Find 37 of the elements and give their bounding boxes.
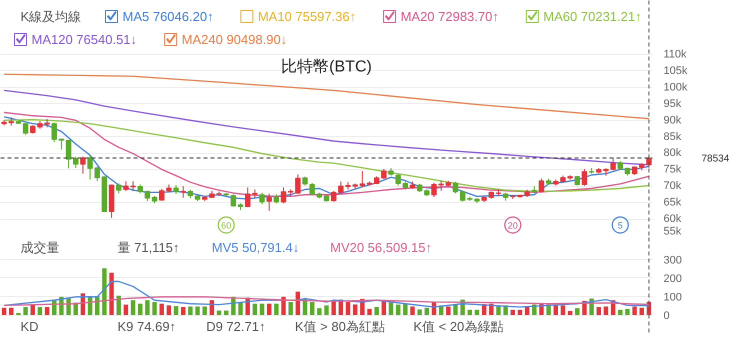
chart-title: 比特幣(BTC) [281, 58, 372, 76]
chart-title: 成交量 [20, 240, 60, 255]
y-tick-label: 70k [664, 180, 682, 192]
y-tick-label: 75k [664, 164, 682, 176]
text: MV5 50,791.4↓ [212, 240, 300, 255]
y-tick-label: 110k [664, 48, 688, 60]
legend-label: MA20 72983.70↑ [400, 9, 499, 24]
text: KD [20, 319, 39, 334]
legend-label: MA10 75597.36↑ [258, 9, 356, 24]
y-tick-label: 90k [664, 114, 682, 126]
text: K值 < 20為綠點 [413, 319, 504, 334]
y-tick-label: 0 [664, 310, 670, 322]
text: K9 74.69↑ [118, 319, 176, 334]
series-label: 5 [618, 220, 623, 230]
text: D9 72.71↑ [206, 319, 266, 334]
legend-label: MA120 76540.51↓ [32, 32, 138, 47]
text: MV20 56,509.15↑ [330, 240, 432, 255]
y-tick-label: 100 [664, 291, 682, 304]
y-tick-label: 65k [664, 196, 682, 209]
legend-label: MA240 90498.90↓ [182, 32, 288, 47]
y-tick-label: 105k [664, 64, 688, 77]
y-tick-label: 300 [664, 254, 682, 266]
y-tick-label: 85k [664, 130, 682, 143]
series-label: 60 [221, 220, 232, 230]
y-tick-label: 80k [664, 147, 682, 160]
legend-title: K線及均線 [20, 9, 82, 24]
ref-line-label: 78534 [702, 154, 730, 165]
legend-label: MA60 70231.21↑ [543, 9, 642, 24]
legend-label: MA5 76046.20↑ [122, 9, 214, 24]
text: K值 > 80為紅點 [294, 319, 385, 334]
y-tick-label: 200 [664, 272, 682, 285]
y-tick-label: 55k [664, 226, 682, 238]
series-label: 量 71,115↑ [118, 240, 180, 255]
series-label: 20 [508, 220, 518, 230]
y-tick-label: 60k [664, 213, 682, 226]
y-tick-label: 95k [664, 98, 682, 110]
y-tick-label: 100k [664, 81, 688, 94]
